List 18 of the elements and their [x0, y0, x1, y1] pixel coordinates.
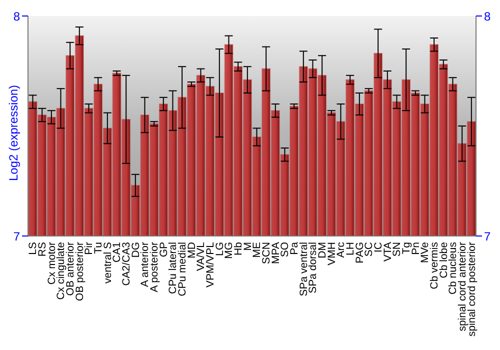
x-tick-label: GP — [158, 242, 170, 258]
x-tick-label: VMH — [326, 242, 338, 266]
x-tick-label: LG — [214, 242, 226, 256]
x-tick-label: Cb lobe — [438, 242, 450, 278]
x-tick-label: VTA — [382, 242, 394, 262]
x-tick-label: CPu medial — [176, 242, 188, 296]
x-tick-label: MD — [186, 242, 198, 258]
x-tick-label: Hb — [232, 242, 244, 256]
y2-tick-label: 8 — [484, 9, 491, 24]
y-axis-title: Log2 (expression) — [6, 84, 20, 181]
x-tick-label: spinal cord posterior — [466, 241, 478, 337]
x-tick-label: PAG — [354, 242, 366, 264]
y2-tick-label: 7 — [484, 229, 491, 244]
x-tick-label: OB posterior — [74, 242, 86, 301]
x-tick-label: M — [242, 242, 254, 251]
x-tick-label: DG — [130, 242, 142, 258]
x-tick-label: ventral S — [102, 242, 114, 284]
x-tick-label: MPA — [270, 242, 282, 264]
